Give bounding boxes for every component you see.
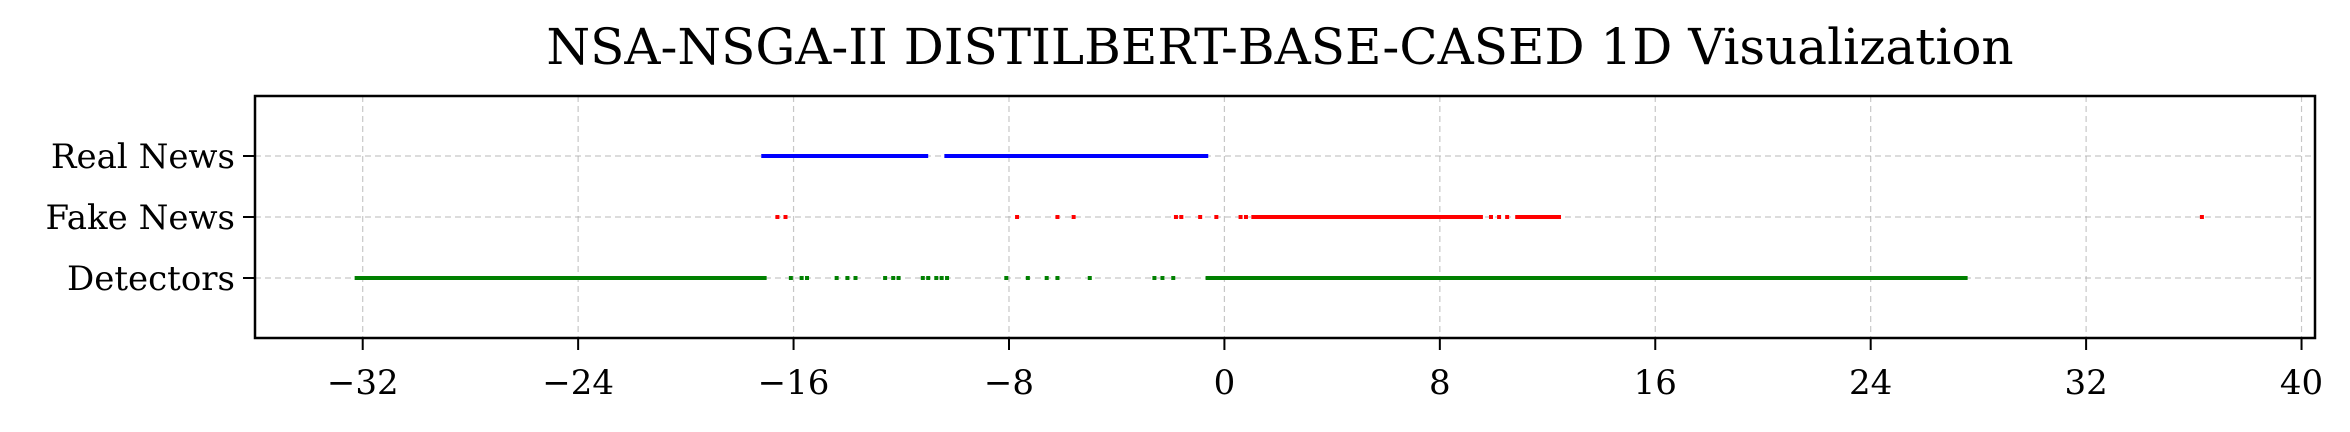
detectors-point (1055, 276, 1060, 280)
y-tick-label-detectors: Detectors (67, 259, 235, 299)
detectors-point (799, 276, 804, 280)
x-tick-label: 0 (1214, 363, 1236, 403)
fake-news-point (1214, 215, 1219, 219)
detectors-point (1152, 276, 1157, 280)
detectors-point (1160, 276, 1165, 280)
real-news-point (821, 154, 826, 158)
fake-news-point (1243, 215, 1248, 219)
fake-news-point (1179, 215, 1184, 219)
real-news-point (1130, 154, 1135, 158)
data-layer (354, 154, 2204, 280)
detectors-point (788, 276, 793, 280)
detectors-point (805, 276, 810, 280)
detectors-point (853, 276, 858, 280)
x-tick-label: −8 (984, 363, 1034, 403)
chart-title: NSA-NSGA-II DISTILBERT-BASE-CASED 1D Vis… (546, 18, 2013, 76)
fake-news-point (1505, 215, 1510, 219)
x-tick-label: 16 (1634, 363, 1677, 403)
fake-news-point (1497, 215, 1502, 219)
detectors-point (926, 276, 931, 280)
detectors-point (934, 276, 939, 280)
x-tick-label: 40 (2280, 363, 2323, 403)
fake-news-point (2199, 215, 2204, 219)
fake-news-point (1071, 215, 1076, 219)
fake-news-point (775, 215, 780, 219)
fake-news-point (783, 215, 788, 219)
real-news-point (950, 154, 955, 158)
detectors-point (1004, 276, 1009, 280)
detectors-point (834, 276, 839, 280)
real-news-point (1009, 154, 1014, 158)
real-news-point (810, 154, 815, 158)
fake-news-point (1173, 215, 1178, 219)
detectors-point (1025, 276, 1030, 280)
detectors-point (1171, 276, 1176, 280)
axes: −32 −24 −16 −8 0 8 16 24 32 40 Real News Fake News D… (45, 137, 2323, 403)
y-tick-label-fake-news: Fake News (45, 198, 235, 238)
fake-news-point (1489, 215, 1493, 219)
detectors-point (1044, 276, 1049, 280)
fake-news-point (1198, 215, 1203, 219)
real-news-point (1052, 154, 1057, 158)
fake-news-point (1238, 215, 1243, 219)
x-tick-label: 8 (1429, 363, 1451, 403)
detectors-point (891, 276, 896, 280)
real-news-point (1082, 154, 1087, 158)
real-news-point (910, 154, 915, 158)
real-news-point (893, 154, 898, 158)
x-tick-label: −24 (542, 363, 614, 403)
detectors-point (945, 276, 950, 280)
x-tick-label: −16 (758, 363, 830, 403)
detectors-point (1087, 276, 1092, 280)
fake-news-point (1055, 215, 1060, 219)
detectors-point (883, 276, 888, 280)
detectors-point (896, 276, 901, 280)
detectors-point (920, 276, 925, 280)
detectors-point (939, 276, 944, 280)
x-tick-label: 24 (1849, 363, 1892, 403)
y-tick-label-real-news: Real News (51, 137, 235, 177)
x-tick-label: 32 (2064, 363, 2107, 403)
x-tick-label: −32 (327, 363, 399, 403)
detectors-point (845, 276, 850, 280)
real-news-point (1165, 154, 1170, 158)
fake-news-point (1015, 215, 1020, 219)
